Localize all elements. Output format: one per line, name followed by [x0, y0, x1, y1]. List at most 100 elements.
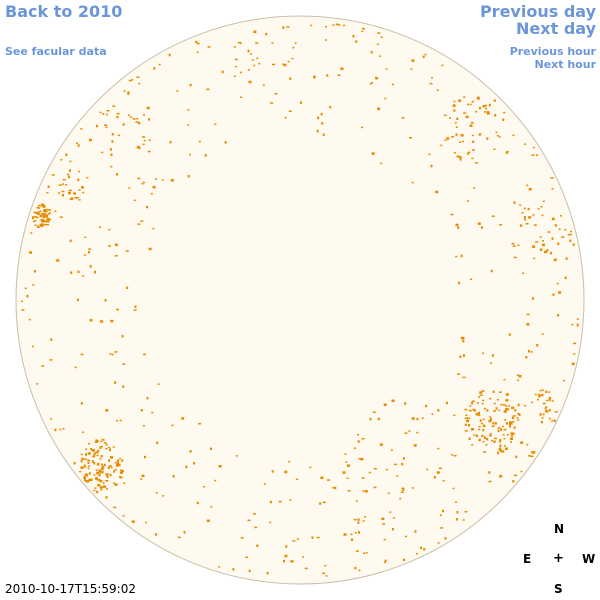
facula-point	[74, 192, 76, 195]
facula-point	[251, 59, 254, 61]
facula-point	[69, 169, 71, 172]
back-to-year-link[interactable]: Back to 2010	[5, 2, 123, 21]
facula-point	[515, 455, 518, 459]
facula-point	[346, 477, 349, 479]
facula-point	[114, 381, 117, 384]
facula-point	[499, 447, 501, 449]
facula-point	[94, 441, 98, 443]
facula-point	[477, 222, 481, 225]
facula-point	[135, 121, 139, 123]
facula-point	[522, 272, 525, 274]
facula-point	[558, 291, 562, 294]
facula-point	[43, 208, 47, 211]
facula-point	[455, 223, 459, 227]
facula-point	[491, 425, 495, 427]
facula-point	[233, 46, 236, 48]
facula-point	[459, 156, 462, 158]
facula-point	[459, 355, 462, 359]
facula-point	[62, 194, 64, 197]
facula-point	[436, 471, 440, 474]
facula-point	[108, 465, 112, 467]
facula-point	[550, 251, 553, 255]
facula-point	[551, 420, 554, 422]
facula-point	[458, 281, 461, 285]
facula-point	[247, 69, 250, 71]
facula-point	[122, 363, 126, 365]
facula-point	[479, 391, 483, 394]
facula-point	[253, 513, 256, 515]
facula-point	[302, 556, 305, 558]
facula-point	[289, 499, 292, 501]
facula-point	[70, 271, 73, 274]
facula-point	[104, 299, 107, 302]
facula-point	[83, 477, 87, 479]
facula-point	[471, 157, 474, 160]
facula-point	[517, 413, 521, 415]
facula-point	[437, 447, 440, 450]
facula-point	[511, 421, 515, 423]
facula-point	[198, 140, 201, 143]
facula-point	[390, 449, 393, 451]
facula-point	[95, 477, 98, 480]
facula-point	[474, 162, 478, 164]
facula-point	[428, 153, 431, 156]
facula-point	[44, 216, 48, 218]
facula-point	[569, 233, 572, 236]
facula-point	[140, 409, 143, 412]
facula-point	[142, 425, 145, 427]
facula-point	[102, 482, 105, 484]
next-hour-link[interactable]: Next hour	[534, 58, 597, 71]
facula-point	[422, 55, 425, 58]
facula-point	[508, 405, 511, 407]
facula-point	[345, 461, 348, 463]
facula-point	[33, 270, 36, 273]
facula-point	[357, 434, 359, 436]
facula-point	[83, 254, 86, 256]
facula-point	[105, 113, 108, 116]
facula-point	[438, 467, 442, 469]
facula-point	[143, 114, 146, 116]
facula-point	[508, 333, 511, 336]
facula-point	[317, 116, 320, 120]
facula-point	[97, 462, 100, 465]
facula-point	[576, 323, 579, 326]
previous-hour-link[interactable]: Previous hour	[509, 45, 596, 58]
facula-point	[271, 470, 274, 473]
facula-point	[475, 413, 479, 416]
facula-point	[282, 26, 285, 29]
facula-point	[551, 188, 554, 190]
next-day-link[interactable]: Next day	[516, 19, 596, 38]
facula-point	[493, 148, 496, 150]
facula-point	[379, 443, 383, 446]
facula-point	[155, 492, 158, 494]
facula-point	[169, 140, 172, 144]
facula-point	[108, 228, 111, 231]
facula-point	[467, 152, 470, 155]
facula-point	[181, 417, 185, 420]
facula-point	[136, 145, 140, 149]
facula-point	[39, 210, 42, 213]
facula-point	[144, 455, 146, 459]
facula-point	[289, 77, 292, 80]
facula-point	[214, 123, 217, 125]
facula-point	[430, 164, 433, 168]
facula-point	[116, 112, 120, 115]
facular-data-link[interactable]: See facular data	[5, 45, 107, 58]
facula-point	[539, 413, 542, 416]
facula-point	[478, 426, 481, 428]
facula-point	[478, 133, 481, 136]
facula-point	[326, 74, 329, 77]
facula-point	[506, 151, 509, 153]
facula-point	[41, 224, 44, 227]
facula-point	[109, 473, 112, 477]
facula-point	[143, 139, 146, 142]
facula-point	[109, 148, 112, 151]
facula-point	[404, 432, 408, 434]
facula-point	[141, 474, 145, 478]
facula-point	[264, 483, 266, 485]
previous-day-link[interactable]: Previous day	[479, 2, 596, 21]
facula-point	[36, 383, 39, 385]
facula-point	[148, 118, 151, 121]
facula-point	[256, 544, 259, 547]
facula-point	[125, 250, 129, 252]
